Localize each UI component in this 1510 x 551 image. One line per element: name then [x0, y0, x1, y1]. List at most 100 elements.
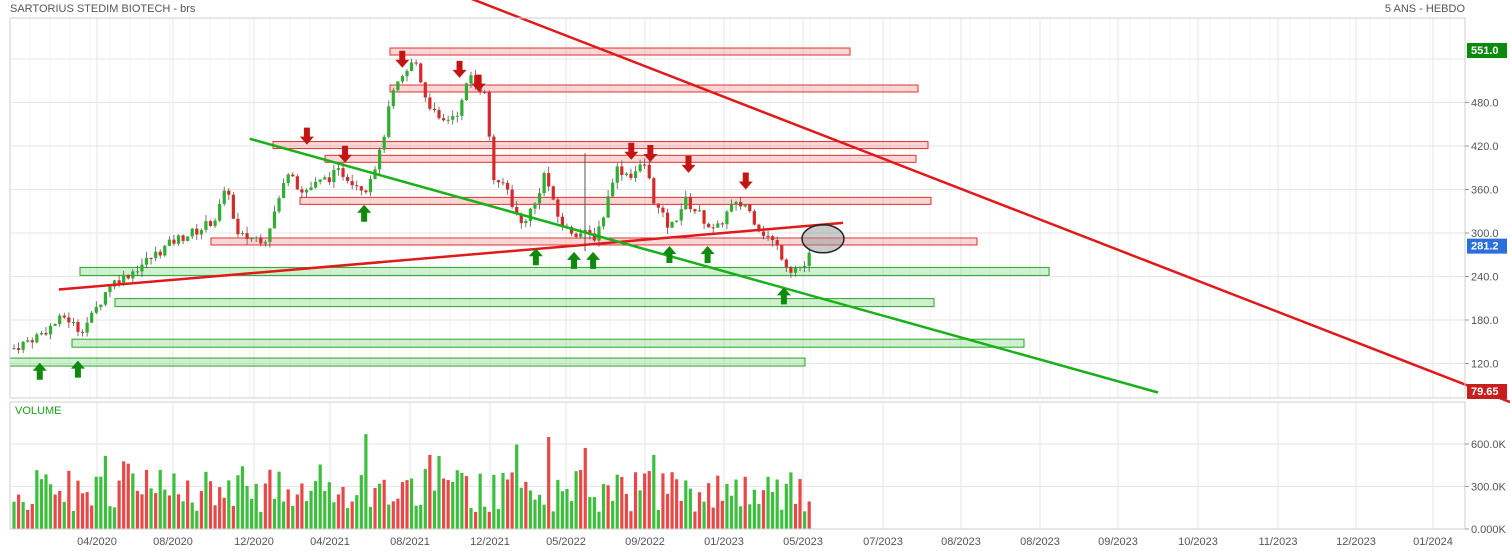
- candle-body: [103, 292, 107, 305]
- volume-bar: [181, 501, 185, 529]
- volume-bar: [199, 491, 203, 529]
- candle-body: [496, 180, 501, 183]
- candle-body: [231, 194, 235, 219]
- candle-body: [336, 168, 341, 170]
- trendline: [249, 137, 1159, 394]
- volume-bar: [789, 472, 793, 529]
- volume-bar: [53, 494, 57, 529]
- volume-bar: [359, 475, 363, 529]
- arrow-shape: [395, 50, 410, 68]
- volume-bar: [720, 500, 724, 529]
- candle-body: [437, 110, 441, 119]
- down-arrow-icon: [471, 74, 486, 92]
- volume-bar: [455, 470, 459, 529]
- candle-body: [186, 236, 190, 241]
- up-arrow-icon: [662, 246, 677, 264]
- volume-bar: [300, 483, 304, 529]
- volume-tick-label: 0.000K: [1471, 524, 1507, 536]
- volume-bar: [551, 511, 555, 529]
- candle-body: [451, 116, 455, 120]
- candle-body: [455, 115, 459, 117]
- candle-body: [222, 190, 226, 204]
- candle-body: [263, 241, 267, 244]
- candle-body: [679, 209, 683, 221]
- candle-body: [501, 182, 505, 184]
- volume-bar: [259, 511, 263, 529]
- volume-bar: [12, 501, 16, 529]
- candle-body: [117, 280, 121, 285]
- candle-body: [547, 173, 551, 187]
- volume-bar: [71, 510, 76, 529]
- candle-body: [409, 62, 414, 71]
- candle-body: [368, 179, 373, 193]
- candle-body: [44, 332, 48, 335]
- volume-bar: [611, 501, 615, 529]
- volume-bar: [240, 466, 245, 529]
- candle-body: [99, 304, 103, 308]
- volume-bar: [323, 490, 327, 529]
- volume-bar: [423, 469, 427, 529]
- candle-body: [757, 224, 761, 232]
- volume-bar: [565, 488, 569, 529]
- volume-bar: [537, 494, 542, 529]
- volume-bar: [803, 511, 807, 529]
- volume-bar: [409, 478, 414, 529]
- volume-bar: [633, 472, 638, 529]
- volume-bar: [117, 480, 121, 529]
- candle-body: [355, 185, 359, 187]
- candle-body: [39, 332, 44, 335]
- volume-bar: [592, 497, 596, 529]
- volume-bar: [652, 454, 656, 529]
- volume-bar: [547, 436, 551, 529]
- volume-bar: [579, 469, 583, 529]
- candle-body: [318, 179, 322, 182]
- volume-bar: [21, 502, 25, 529]
- candle-body: [405, 70, 409, 77]
- volume-bar: [236, 475, 240, 529]
- resistance-zone: [299, 196, 932, 205]
- y-tick-label: 480.0: [1471, 98, 1499, 110]
- candle-body: [803, 265, 807, 267]
- candle-body: [259, 237, 263, 244]
- candle-body: [515, 207, 519, 215]
- volume-bar: [364, 434, 368, 529]
- candle-body: [26, 340, 30, 342]
- x-tick-label: 09/2023: [1098, 536, 1138, 548]
- volume-bar: [725, 483, 729, 529]
- volume-bar: [606, 485, 610, 529]
- candle-body: [556, 199, 560, 217]
- volume-bar: [254, 483, 258, 529]
- candle-body: [611, 182, 615, 197]
- candle-body: [487, 92, 491, 137]
- arrow-shape: [700, 246, 715, 264]
- volume-bar: [26, 509, 30, 529]
- volume-bar: [167, 495, 171, 529]
- candle-body: [643, 164, 647, 166]
- resistance-zone: [324, 154, 917, 163]
- arrow-shape: [662, 246, 677, 264]
- volume-bar: [588, 497, 592, 529]
- x-tick-label: 01/2024: [1413, 536, 1453, 548]
- candle-body: [665, 212, 670, 228]
- candle-body: [364, 190, 368, 193]
- volume-bar: [213, 505, 217, 529]
- candle-body: [53, 324, 57, 326]
- volume-bar: [314, 481, 318, 529]
- volume-bar: [483, 506, 487, 529]
- candle-body: [172, 239, 176, 244]
- up-arrow-icon: [32, 362, 47, 380]
- candle-body: [505, 182, 510, 190]
- arrow-shape: [299, 127, 314, 145]
- price-badge-label: 281.2: [1471, 241, 1499, 253]
- volume-bar: [149, 488, 153, 529]
- candle-body: [524, 220, 528, 224]
- candle-body: [551, 186, 555, 200]
- volume-bar: [757, 503, 761, 529]
- volume-bar: [729, 495, 734, 529]
- volume-bar: [748, 504, 752, 529]
- volume-bar: [487, 511, 491, 529]
- candle-body: [542, 173, 546, 194]
- volume-bar: [391, 501, 395, 529]
